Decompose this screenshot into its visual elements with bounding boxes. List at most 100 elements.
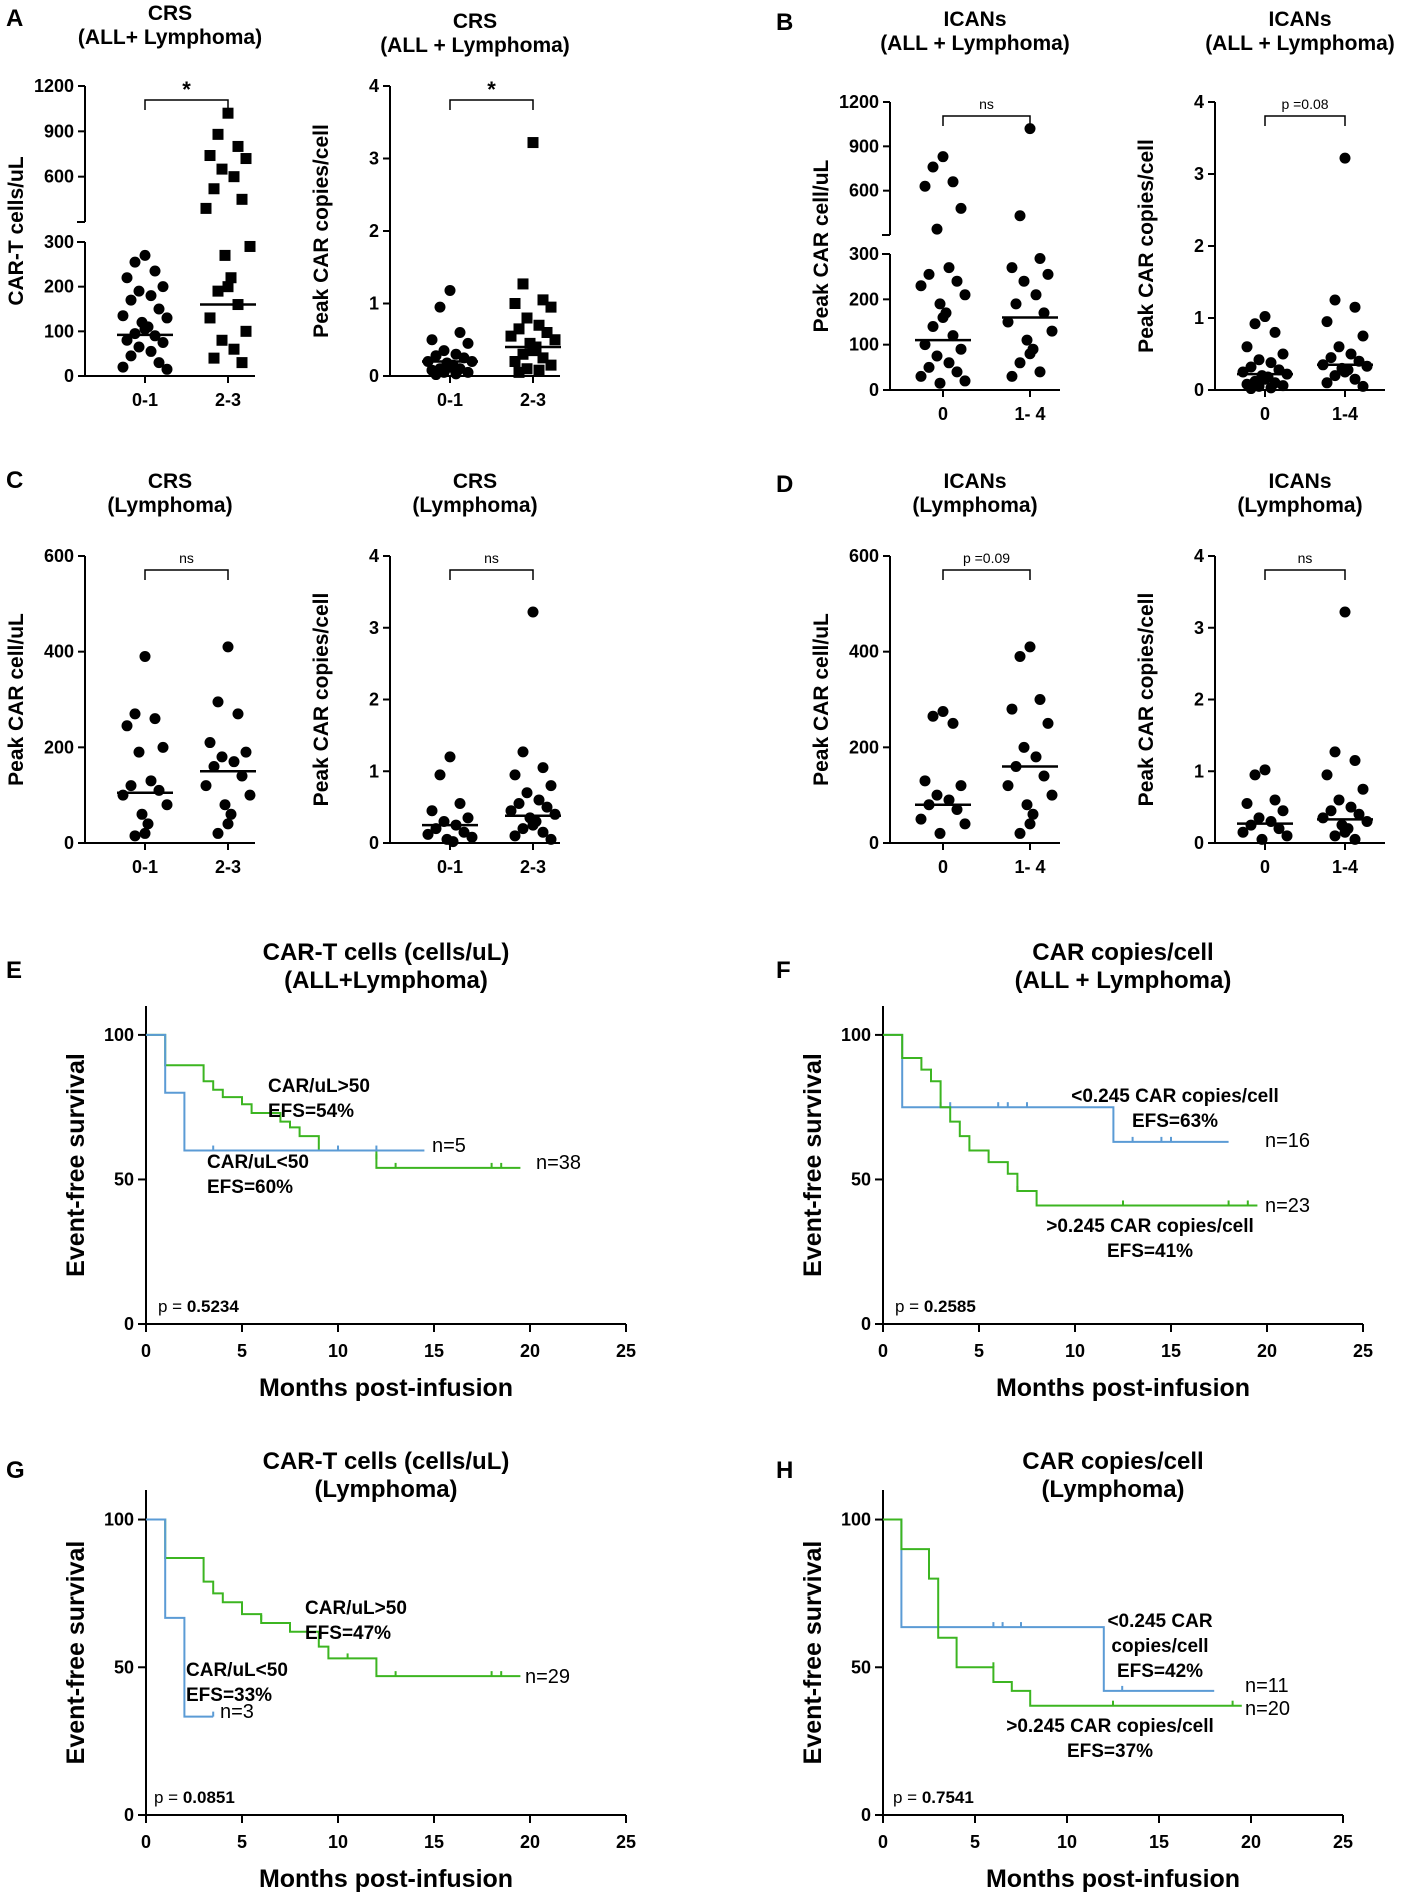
data-point — [1349, 833, 1361, 845]
x-tick-label: 0 — [878, 1832, 888, 1852]
data-point — [947, 717, 959, 729]
chart-title-line: (Lymphoma) — [1237, 494, 1362, 517]
data-point — [125, 294, 137, 306]
significance-bracket — [1264, 115, 1346, 126]
data-point — [1253, 354, 1265, 366]
n-label: n=3 — [220, 1701, 254, 1723]
data-point — [149, 713, 161, 725]
data-point — [232, 708, 244, 720]
data-point — [931, 223, 943, 235]
x-tick-label: 1-4 — [1332, 857, 1358, 877]
p-value: p = 0.0851 — [154, 1788, 235, 1807]
y-tick-label: 0 — [124, 1314, 134, 1334]
x-tick-label: 25 — [616, 1341, 636, 1361]
y-tick-label: 1 — [369, 294, 379, 314]
data-point — [943, 794, 955, 806]
data-point — [244, 789, 256, 801]
y-tick-label: 400 — [44, 642, 74, 662]
data-point — [513, 366, 525, 378]
y-tick-label: 100 — [849, 335, 879, 355]
y-tick-label: 1 — [1194, 761, 1204, 781]
data-point — [545, 833, 557, 845]
significance-bracket — [1264, 569, 1346, 580]
y-axis-label: Peak CAR cell/uL — [810, 159, 833, 332]
y-tick-label: 900 — [849, 136, 879, 156]
survival-curve — [883, 1033, 1258, 1207]
y-tick-label: 200 — [44, 737, 74, 757]
data-point — [527, 137, 539, 149]
y-axis-label: Event-free survival — [799, 1053, 827, 1277]
y-tick-label: 1 — [369, 761, 379, 781]
data-point — [959, 289, 971, 301]
data-point — [430, 350, 442, 362]
data-point — [1345, 348, 1357, 360]
data-point — [517, 746, 529, 758]
data-point — [1245, 819, 1257, 831]
data-point — [1259, 373, 1271, 385]
data-point — [1325, 805, 1337, 817]
curve-annotation: copies/cell — [1111, 1636, 1208, 1657]
data-point — [466, 831, 478, 843]
chart-title-line: ICANs — [1268, 470, 1331, 493]
data-point — [1006, 703, 1018, 715]
data-point — [1024, 818, 1036, 830]
scatter-panel-c2: CRS(Lymphoma) 0 1 2 3 4 0-1 2-3 Peak CAR copies/… — [310, 470, 561, 877]
curve-annotation: EFS=42% — [1117, 1661, 1203, 1682]
data-point — [204, 150, 216, 162]
data-point — [121, 334, 133, 346]
x-tick-label: 15 — [1149, 1832, 1169, 1852]
y-tick-label: 900 — [44, 121, 74, 141]
n-label: n=20 — [1245, 1698, 1290, 1720]
data-point — [919, 775, 931, 787]
x-tick-label: 20 — [520, 1341, 540, 1361]
x-tick-label: 0-1 — [437, 390, 463, 410]
data-point — [1006, 262, 1018, 274]
x-tick-label: 10 — [328, 1832, 348, 1852]
y-tick-label: 200 — [849, 289, 879, 309]
panel-letter: C — [6, 467, 23, 494]
data-point — [240, 746, 252, 758]
data-point — [1034, 694, 1046, 705]
panel-letter: D — [776, 471, 793, 498]
data-point — [219, 799, 231, 811]
y-tick-label: 0 — [369, 833, 379, 853]
data-point — [200, 202, 212, 214]
significance-bracket — [449, 99, 534, 110]
x-tick-label: 0 — [1260, 404, 1270, 424]
x-tick-label: 15 — [424, 1832, 444, 1852]
data-point — [955, 780, 967, 792]
data-point — [915, 280, 927, 292]
data-point — [537, 294, 549, 306]
data-point — [1042, 717, 1054, 729]
data-point — [149, 265, 161, 277]
data-point — [533, 794, 545, 806]
data-point — [225, 808, 237, 820]
data-point — [931, 789, 943, 801]
y-tick-label: 0 — [64, 366, 74, 386]
chart-title-line: (Lymphoma) — [314, 1476, 457, 1503]
data-point — [1010, 298, 1022, 310]
data-point — [505, 330, 517, 342]
data-point — [157, 337, 169, 348]
data-point — [937, 311, 949, 323]
data-point — [1249, 318, 1261, 330]
y-tick-label: 3 — [1194, 618, 1204, 638]
y-tick-label: 0 — [64, 833, 74, 853]
data-point — [509, 769, 521, 781]
y-tick-label: 100 — [841, 1025, 871, 1045]
significance-bracket — [144, 569, 229, 580]
x-tick-label: 0 — [1260, 857, 1270, 877]
y-tick-label: 100 — [841, 1510, 871, 1530]
data-point — [1014, 650, 1026, 662]
y-tick-label: 100 — [104, 1510, 134, 1530]
y-tick-label: 1 — [1194, 308, 1204, 328]
data-point — [517, 348, 529, 360]
data-point — [129, 830, 141, 842]
x-tick-label: 10 — [1065, 1341, 1085, 1361]
y-tick-label: 400 — [849, 642, 879, 662]
x-tick-label: 2-3 — [215, 390, 241, 410]
x-tick-label: 5 — [970, 1832, 980, 1852]
data-point — [1014, 210, 1026, 222]
curve-annotation: >0.245 CAR copies/cell — [1006, 1716, 1214, 1737]
data-point — [129, 328, 141, 340]
